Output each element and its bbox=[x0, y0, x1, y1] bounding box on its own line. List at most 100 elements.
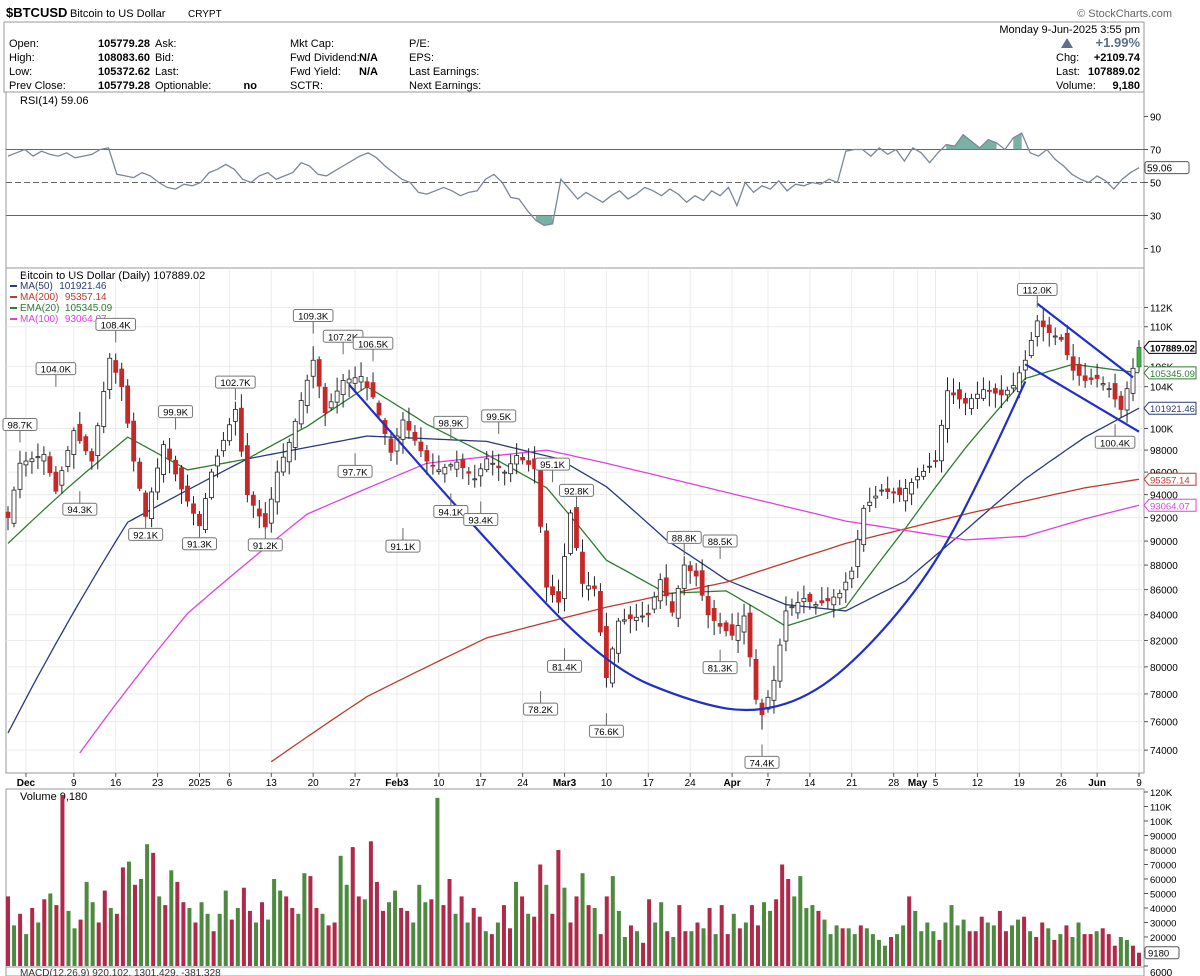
rsi-panel[interactable]: RSI(14) 59.06 10 30 50 70 90 59.06 bbox=[5, 91, 1190, 269]
macd-panel[interactable]: MACD(12,26,9) 920.102, 1301.429, -381.32… bbox=[5, 966, 1173, 976]
volume-bar bbox=[713, 934, 718, 966]
annotation-box bbox=[62, 502, 98, 516]
volume-bar bbox=[108, 908, 113, 966]
volume-bar bbox=[889, 937, 894, 966]
candle-body bbox=[370, 382, 376, 398]
volume-bar bbox=[229, 919, 234, 966]
candle-body bbox=[831, 596, 837, 606]
annotation-label: 99.5K bbox=[486, 412, 511, 423]
volume-bar bbox=[846, 928, 851, 966]
candle-body bbox=[47, 456, 53, 474]
candle-body bbox=[466, 471, 472, 474]
candle-body bbox=[663, 577, 669, 597]
volume-bar bbox=[84, 881, 89, 966]
x-tick-label: 20 bbox=[308, 778, 320, 789]
volume-bar bbox=[538, 864, 543, 966]
x-tick-label: 17 bbox=[475, 778, 487, 789]
x-tick-label: Dec bbox=[17, 778, 36, 789]
legend-name: MA(200) bbox=[20, 292, 58, 303]
candle-body bbox=[520, 456, 526, 461]
legend-value: 95357.14 bbox=[65, 292, 107, 303]
candle-body bbox=[1100, 383, 1106, 386]
annotation-box bbox=[158, 405, 194, 419]
legend-name: MA(50) bbox=[20, 281, 53, 292]
candle-body bbox=[89, 451, 95, 462]
candle-body bbox=[77, 423, 83, 442]
volume-panel[interactable]: Volume 9,180 100002000030000400005000060… bbox=[5, 788, 1180, 968]
volume-bar bbox=[864, 928, 869, 966]
candle-body bbox=[1076, 363, 1082, 376]
volume-bar bbox=[937, 939, 942, 966]
candle-body bbox=[981, 389, 986, 399]
x-tick-label: 10 bbox=[601, 778, 613, 789]
price-tick-label: 88000 bbox=[1150, 561, 1178, 572]
volume-bar bbox=[30, 908, 35, 966]
volume-bar bbox=[622, 937, 627, 966]
volume-bar bbox=[580, 873, 585, 966]
candle-body bbox=[209, 471, 214, 499]
annotation-box bbox=[337, 464, 373, 478]
volume-bar bbox=[689, 931, 694, 966]
candle-body bbox=[29, 458, 35, 463]
volume-bar bbox=[96, 922, 101, 966]
volume-bar bbox=[356, 896, 361, 966]
volume-bar bbox=[435, 797, 440, 966]
ma-line-ema20 bbox=[7, 363, 1140, 628]
candle-body bbox=[1058, 337, 1064, 340]
rsi-fill bbox=[535, 215, 553, 226]
quote-label: P/E: bbox=[409, 38, 430, 50]
volume-bar bbox=[501, 905, 506, 966]
volume-bar bbox=[943, 922, 948, 966]
annotation-label: 107.2K bbox=[328, 332, 359, 343]
volume-bar bbox=[350, 847, 355, 966]
volume-bar bbox=[1034, 937, 1039, 966]
candle-body bbox=[699, 570, 705, 596]
price-tick-label: 76000 bbox=[1150, 718, 1178, 729]
candle-body bbox=[1004, 389, 1010, 396]
annotation-label: 78.2K bbox=[528, 705, 553, 716]
candle-body bbox=[400, 419, 406, 440]
volume-bar bbox=[471, 908, 476, 966]
candle-body bbox=[262, 513, 268, 528]
volume-bar bbox=[919, 931, 924, 966]
x-tick-label: 16 bbox=[110, 778, 122, 789]
quote-datetime: Monday 9-Jun-2025 3:55 pm bbox=[999, 24, 1140, 36]
candle-body bbox=[215, 455, 220, 467]
candle-body bbox=[669, 601, 675, 613]
volume-bar bbox=[417, 884, 422, 966]
volume-tick-label: 60000 bbox=[1150, 875, 1176, 886]
annotation-label: 95.1K bbox=[540, 460, 565, 471]
volume-bar bbox=[931, 931, 936, 966]
price-right-value: 105345.09 bbox=[1150, 369, 1195, 380]
volume-bar bbox=[447, 879, 452, 966]
candle-body bbox=[939, 424, 944, 462]
volume-bar bbox=[272, 879, 277, 966]
volume-bar bbox=[628, 925, 633, 966]
volume-bar bbox=[223, 890, 228, 966]
candle-body bbox=[879, 489, 885, 492]
annotation-label: 81.4K bbox=[552, 662, 577, 673]
annotation-label: 88.5K bbox=[708, 537, 733, 548]
volume-bar bbox=[483, 931, 488, 966]
trendline-flag-upper bbox=[1036, 302, 1134, 379]
volume-bar bbox=[441, 905, 446, 966]
volume-bar bbox=[1022, 916, 1027, 966]
candle-body bbox=[909, 482, 915, 495]
volume-bar bbox=[1058, 934, 1063, 966]
annotation-label: 94.1K bbox=[438, 507, 463, 518]
volume-bar bbox=[997, 910, 1002, 966]
volume-bar bbox=[550, 913, 555, 966]
volume-bar bbox=[876, 939, 881, 966]
quote-label: Open: bbox=[9, 38, 39, 50]
price-panel[interactable]: Bitcoin to US Dollar (Daily) 107889.02 7… bbox=[2, 267, 1197, 774]
candle-body bbox=[101, 391, 107, 427]
volume-tick-label: 120K bbox=[1150, 788, 1173, 799]
x-tick-label: 7 bbox=[765, 778, 771, 789]
candle-body bbox=[388, 438, 394, 453]
x-tick-label: 24 bbox=[685, 778, 697, 789]
candle-body bbox=[232, 409, 238, 422]
volume-bar bbox=[163, 905, 168, 966]
volume-bar bbox=[102, 890, 107, 966]
